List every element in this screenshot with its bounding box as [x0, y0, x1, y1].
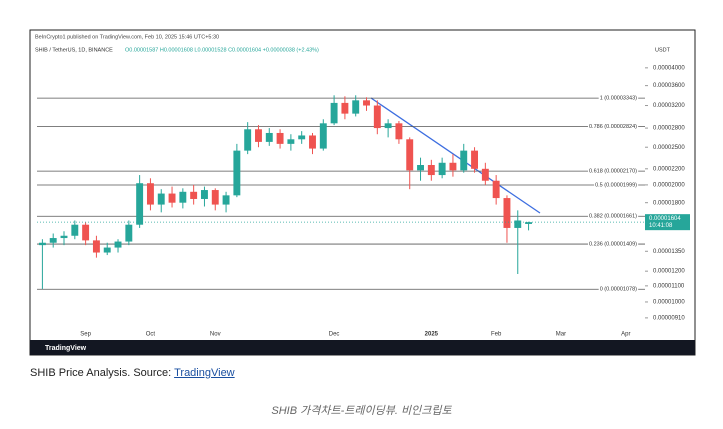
candle-body — [71, 224, 79, 236]
candle-body — [503, 198, 511, 228]
x-tick-label: Mar — [556, 332, 566, 338]
y-tick-label: 0.00000910 — [653, 315, 685, 321]
candle-body — [438, 162, 446, 176]
candle-body — [287, 139, 295, 144]
subcaption: SHIB 가격차트-트레이딩뷰. 비인크립토 — [271, 405, 452, 417]
x-tick-label: Sep — [80, 332, 91, 338]
candle-body — [125, 224, 133, 242]
candle-body — [82, 224, 90, 241]
fib-label: 1 (0.00003343) — [600, 96, 637, 102]
candle-body — [157, 193, 165, 205]
trend-line — [370, 97, 541, 214]
y-tick-label: 0.00004000 — [653, 65, 685, 71]
chart-title: SHIB / TetherUS, 1D, BINANCE — [35, 47, 113, 53]
fib-label-bg — [587, 241, 639, 248]
chart: TradingView BeInCrypto1 published on Tra… — [29, 29, 696, 356]
x-tick-label: Apr — [621, 332, 630, 338]
candle-body — [136, 183, 144, 225]
candle-body — [38, 242, 46, 246]
fib-label: 0 (0.00001078) — [600, 287, 637, 293]
candle-body — [298, 135, 306, 140]
fib-label: 0.786 (0.00002824) — [589, 124, 637, 130]
fib-label-bg — [594, 182, 639, 189]
fib-label-bg — [598, 95, 639, 102]
fib-label-bg — [598, 286, 639, 293]
x-tick-label: Nov — [210, 332, 221, 338]
y-tick-label: 0.00001800 — [653, 200, 685, 206]
candle-body — [233, 150, 241, 196]
candle-body — [363, 100, 370, 106]
y-tick-label: 0.00002800 — [653, 126, 685, 132]
fib-label: 0.618 (0.00002170) — [589, 169, 637, 175]
y-tick-label: 0.00003200 — [653, 103, 685, 109]
candle-body — [190, 191, 198, 199]
candle-body — [276, 132, 284, 144]
y-unit: USDT — [655, 47, 671, 53]
candle-body — [481, 168, 489, 181]
candle-body — [60, 235, 68, 239]
candle-body — [92, 240, 100, 253]
candle-body — [244, 129, 252, 151]
x-tick-label: Feb — [491, 332, 502, 338]
fib-label: 0.236 (0.00001409) — [589, 242, 637, 248]
candle-body — [255, 129, 262, 142]
x-tick-label: 2025 — [425, 332, 439, 338]
candle-body — [373, 105, 381, 129]
x-tick-label: Oct — [146, 332, 156, 338]
candle-body — [200, 190, 208, 199]
source-link[interactable]: TradingView — [174, 367, 235, 379]
fib-label-bg — [587, 213, 639, 220]
countdown: 10:41:08 — [649, 223, 673, 229]
candle-body — [319, 123, 327, 149]
candle-body — [179, 191, 187, 203]
candle-body — [309, 135, 316, 149]
candle-body — [330, 102, 338, 124]
fib-label: 0.5 (0.00001999) — [595, 182, 637, 188]
y-tick-label: 0.00001200 — [653, 269, 685, 275]
footer-bar — [30, 340, 695, 355]
y-tick-label: 0.00002200 — [653, 166, 685, 172]
fib-label-bg — [587, 124, 639, 131]
candle-body — [168, 193, 176, 203]
y-tick-label: 0.00002000 — [653, 182, 685, 188]
candle-body — [222, 195, 230, 205]
chart-frame — [29, 29, 696, 356]
candle-body — [492, 180, 500, 199]
last-price-label: 0.00001604 — [649, 216, 681, 222]
candle-body — [525, 222, 533, 224]
candle-body — [406, 139, 414, 171]
fib-label: 0.382 (0.00001661) — [589, 214, 637, 220]
candle-body — [265, 132, 273, 142]
fib-label-bg — [587, 168, 639, 175]
candle-body — [114, 241, 122, 248]
candle-body — [211, 190, 219, 205]
candle-body — [49, 238, 57, 243]
y-tick-label: 0.00001000 — [653, 300, 685, 306]
candle-body — [103, 247, 111, 253]
last-price-badge — [645, 214, 690, 231]
brand: TradingView — [45, 345, 87, 352]
candle-body — [352, 100, 360, 114]
x-tick-label: Dec — [329, 332, 340, 338]
y-tick-label: 0.00001350 — [653, 249, 685, 255]
y-tick-label: 0.00001100 — [653, 283, 685, 289]
caption-text: SHIB Price Analysis. Source: — [30, 367, 175, 379]
candle-body — [384, 123, 392, 129]
candle-body — [427, 165, 435, 176]
y-tick-label: 0.00002500 — [653, 145, 685, 151]
candle-body — [395, 123, 403, 140]
candle-body — [341, 102, 349, 114]
candle-body — [449, 162, 457, 171]
y-tick-label: 0.00003600 — [653, 83, 685, 89]
candle-body — [514, 220, 522, 228]
ohlc-legend: O0.00001587 H0.00001608 L0.00001528 C0.0… — [125, 47, 319, 53]
caption: SHIB Price Analysis. Source: TradingView — [30, 367, 235, 379]
candle-body — [417, 165, 424, 171]
candle-body — [460, 150, 468, 171]
header: BeInCrypto1 published on TradingView.com… — [35, 34, 219, 40]
candle-body — [471, 150, 479, 169]
candle-body — [146, 183, 154, 205]
